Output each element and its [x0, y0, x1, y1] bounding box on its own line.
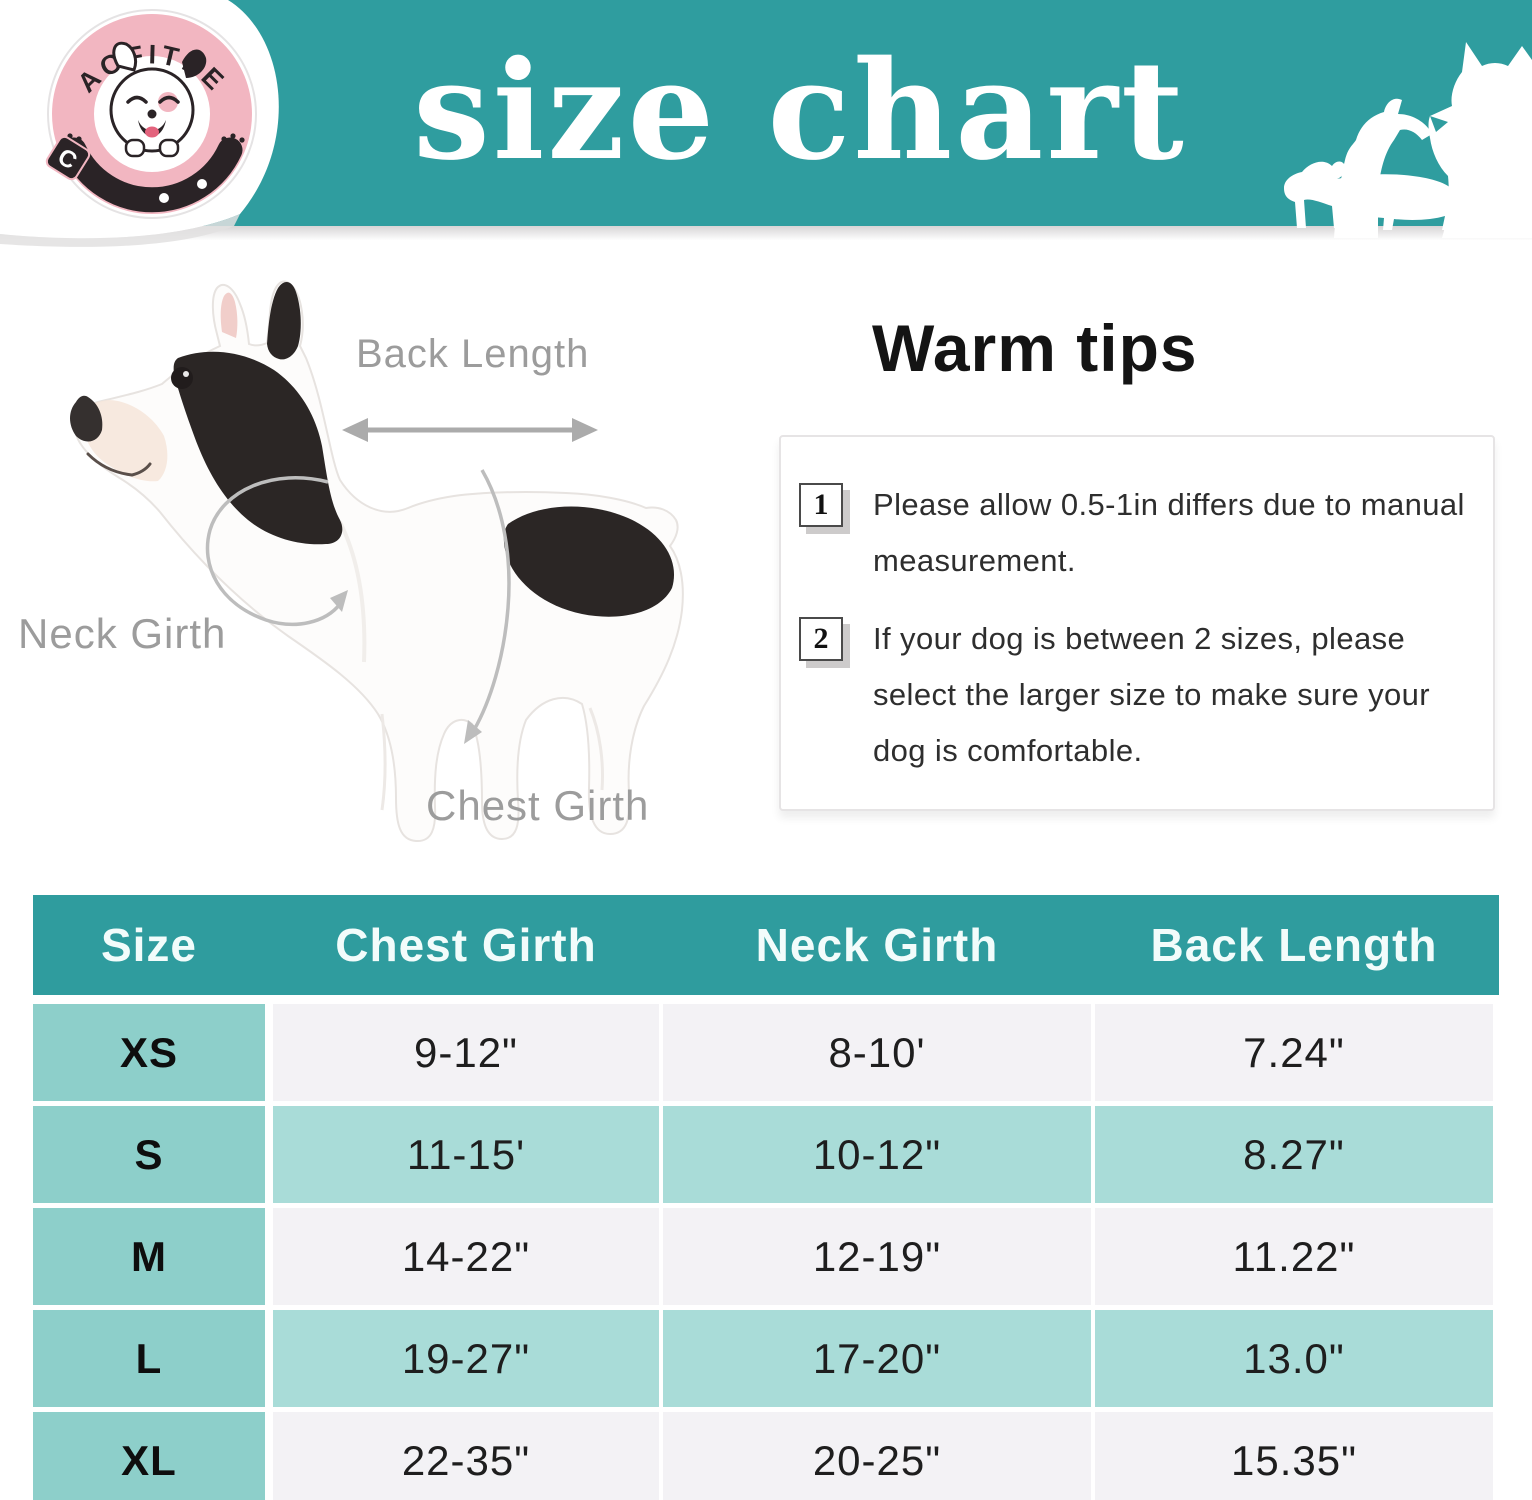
badge-icon: AOFITEE [45, 9, 257, 219]
value-cell: 15.35" [1095, 1412, 1493, 1500]
warm-tips-title: Warm tips [872, 311, 1198, 385]
size-cell: XS [33, 1004, 265, 1101]
tip-text: Please allow 0.5-1in differs due to manu… [873, 487, 1465, 578]
header-cell: Size [100, 919, 198, 971]
header-cell: Back Length [1150, 919, 1438, 971]
value-cell: 22-35" [273, 1412, 659, 1500]
table-row: XS 9-12" 8-10' 7.24" [33, 1004, 1499, 1101]
value-cell: 19-27" [273, 1310, 659, 1407]
size-cell: S [33, 1106, 265, 1203]
size-table-header: Size Chest Girth Neck Girth Back Length [33, 895, 1499, 995]
warm-tips-card: 1 Please allow 0.5-1in differs due to man… [779, 435, 1495, 811]
value-cell: 8.27" [1095, 1106, 1493, 1203]
value-cell: 12-19" [663, 1208, 1091, 1305]
table-row: M 14-22" 12-19" 11.22" [33, 1208, 1499, 1305]
table-row: XL 22-35" 20-25" 15.35" [33, 1412, 1499, 1500]
dog-measurement-figure [70, 280, 684, 843]
size-cell: L [33, 1310, 265, 1407]
page-title: size chart [413, 31, 1187, 191]
value-cell: 7.24" [1095, 1004, 1493, 1101]
tip-text: If your dog is between 2 sizes, please s… [873, 621, 1431, 768]
value-cell: 9-12" [273, 1004, 659, 1101]
dog-silhouettes-icon [1284, 42, 1532, 238]
value-cell: 20-25" [663, 1412, 1091, 1500]
size-cell: M [33, 1208, 265, 1305]
size-table: Size Chest Girth Neck Girth Back Length XS 9… [33, 895, 1499, 1500]
header-cell: Chest Girth [335, 919, 597, 971]
value-cell: 8-10' [663, 1004, 1091, 1101]
chest-girth-label: Chest Girth [426, 782, 650, 829]
banner-shadow [0, 226, 1532, 240]
size-table-body: XS 9-12" 8-10' 7.24" S 11-15' 10-12" 8.27" M 14-2… [33, 1004, 1499, 1500]
table-row: L 19-27" 17-20" 13.0" [33, 1310, 1499, 1407]
value-cell: 17-20" [663, 1310, 1091, 1407]
tip-number-box: 1 [799, 483, 843, 527]
tip-number-box: 2 [799, 617, 843, 661]
header-cell: Neck Girth [755, 919, 999, 971]
size-cell: XL [33, 1412, 265, 1500]
value-cell: 11-15' [273, 1106, 659, 1203]
neck-girth-label: Neck Girth [18, 610, 227, 657]
table-row: S 11-15' 10-12" 8.27" [33, 1106, 1499, 1203]
tip-item: 2 If your dog is between 2 sizes, please … [799, 611, 1485, 779]
back-length-label: Back Length [356, 332, 590, 376]
value-cell: 11.22" [1095, 1208, 1493, 1305]
value-cell: 13.0" [1095, 1310, 1493, 1407]
tip-item: 1 Please allow 0.5-1in differs due to man… [799, 477, 1485, 589]
collar-buckle-icon: C [45, 135, 91, 181]
value-cell: 14-22" [273, 1208, 659, 1305]
warm-tips-list: 1 Please allow 0.5-1in differs due to man… [799, 477, 1485, 779]
value-cell: 10-12" [663, 1106, 1091, 1203]
brand-logo: AOFITEE [0, 0, 279, 247]
